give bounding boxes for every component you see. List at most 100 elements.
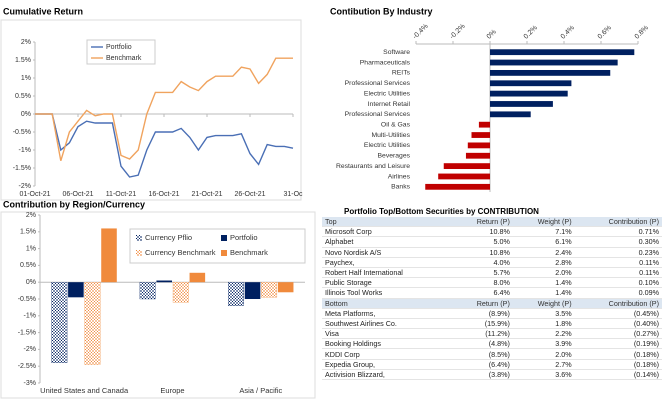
table-cell: 0.71% xyxy=(574,226,662,238)
x-tick-label: United States and Canada xyxy=(40,386,129,395)
x-tick-label: -0.4% xyxy=(412,23,430,41)
table-cell: (0.45%) xyxy=(574,308,662,319)
line-series xyxy=(35,57,293,162)
table-cell: 6.1% xyxy=(512,236,575,248)
bar xyxy=(156,280,172,283)
bar xyxy=(228,282,244,306)
table-row: Visa (11.2%) 2.2% (0.27%) xyxy=(322,328,662,340)
table-cell: Alphabet xyxy=(322,236,453,248)
y-tick-label: -1.5% xyxy=(18,329,36,336)
y-tick-label: 0.5% xyxy=(15,93,31,100)
legend-label: Currency Benchmark xyxy=(145,248,216,257)
table-cell: (0.19%) xyxy=(574,338,662,350)
x-tick-label: 06-Oct-21 xyxy=(62,191,93,198)
table-cell: 2.0% xyxy=(512,348,575,360)
category-label: Professional Services xyxy=(345,80,411,87)
table-cell: (0.27%) xyxy=(574,328,662,340)
bar xyxy=(84,282,101,365)
table-cell: (6.4%) xyxy=(452,359,513,370)
table-cell: 7.1% xyxy=(512,226,575,238)
bar xyxy=(478,121,490,128)
table-cell: Public Storage xyxy=(322,277,453,289)
table-cell: 10.8% xyxy=(452,226,513,238)
y-tick-label: 0% xyxy=(26,279,36,286)
category-label: Restaurants and Leisure xyxy=(336,163,410,170)
table-cell: 1.4% xyxy=(512,277,575,289)
table-cell: Activision Blizzard, xyxy=(322,369,453,381)
table-cell: (8.9%) xyxy=(452,308,513,319)
table-cell: (0.18%) xyxy=(574,348,662,360)
table-row: Booking Holdings (4.8%) 3.9% (0.19%) xyxy=(322,338,662,350)
x-tick-label: 0% xyxy=(486,29,498,41)
bar xyxy=(490,69,611,76)
legend-swatch xyxy=(136,250,142,256)
category-label: Multi-Utilities xyxy=(371,132,410,139)
category-label: REITs xyxy=(392,70,411,77)
table-cell: Weight (P) xyxy=(512,298,575,309)
table-cell: 8.0% xyxy=(452,277,513,289)
y-tick-label: 0.5% xyxy=(20,262,36,269)
table-row: Alphabet 5.0% 6.1% 0.30% xyxy=(322,236,662,248)
chart-title: Contibution By Industry xyxy=(330,6,433,16)
table-cell: (15.9%) xyxy=(452,318,513,330)
category-label: Internet Retail xyxy=(368,101,411,108)
table-cell: Contribution (P) xyxy=(574,298,662,309)
table-row: Paychex, 4.0% 2.8% 0.11% xyxy=(322,257,662,268)
chart-title: Contribution by Region/Currency xyxy=(3,199,145,209)
table-cell: KDDI Corp xyxy=(322,348,453,360)
table-row: Robert Half International 5.7% 2.0% 0.11% xyxy=(322,267,662,279)
panel-frame xyxy=(0,19,302,201)
y-tick-label: 1% xyxy=(21,75,31,82)
y-tick-label: -0.5% xyxy=(18,296,36,303)
table-row: Public Storage 8.0% 1.4% 0.10% xyxy=(322,277,662,289)
chart-title: Cumulative Return xyxy=(3,6,83,16)
x-tick-label: 21-Oct-21 xyxy=(191,191,222,198)
legend-label: Benchmark xyxy=(230,248,268,257)
table-row: Novo Nordisk A/S 10.8% 2.4% 0.23% xyxy=(322,247,662,258)
y-tick-label: 1% xyxy=(26,245,36,252)
bar xyxy=(139,282,156,300)
category-label: Pharmaceuticals xyxy=(360,59,411,66)
bar xyxy=(425,183,490,190)
table-cell: Bottom xyxy=(322,298,453,309)
table-cell: 5.7% xyxy=(452,267,513,279)
table-cell: 5.0% xyxy=(452,236,513,248)
table-cell: 2.8% xyxy=(512,257,575,268)
bar xyxy=(465,152,490,159)
table-title: Portfolio Top/Bottom Securities by CONTR… xyxy=(344,207,539,216)
table-cell: 1.8% xyxy=(512,318,575,330)
category-label: Electric Utilities xyxy=(364,90,411,97)
table-cell: Novo Nordisk A/S xyxy=(322,247,453,258)
x-tick-label: -0.2% xyxy=(449,23,467,41)
y-tick-label: -2% xyxy=(24,346,36,353)
table-row: KDDI Corp (8.5%) 2.0% (0.18%) xyxy=(322,348,662,360)
y-tick-label: 2% xyxy=(26,212,36,219)
table-cell: 2.0% xyxy=(512,267,575,279)
bar xyxy=(471,132,490,138)
table-header-row: Top Return (P) Weight (P) Contribution (P) xyxy=(322,217,662,228)
legend-label: Portfolio xyxy=(230,233,258,242)
legend-label: Currency Pflio xyxy=(145,233,192,242)
line-series xyxy=(35,113,294,178)
bar xyxy=(277,282,294,293)
bar xyxy=(172,282,189,303)
x-tick-label: 0.2% xyxy=(523,24,539,40)
table-cell: Illinois Tool Works xyxy=(322,287,453,299)
bar xyxy=(490,90,568,97)
x-tick-label: 26-Oct-21 xyxy=(234,191,265,198)
table-row: Activision Blizzard, (3.8%) 3.6% (0.14%) xyxy=(322,369,662,381)
table-cell: 2.4% xyxy=(512,247,575,258)
y-tick-label: -2.5% xyxy=(18,363,36,370)
category-label: Airlines xyxy=(388,173,411,180)
x-tick-label: 0.6% xyxy=(597,24,613,40)
table-cell: Paychex, xyxy=(322,257,453,268)
bar xyxy=(261,282,278,298)
bar xyxy=(490,49,635,56)
table-cell: 3.5% xyxy=(512,308,575,319)
table-cell: 0.11% xyxy=(574,257,662,268)
bar xyxy=(490,111,531,118)
bar xyxy=(490,59,618,66)
table-cell: Expedia Group, xyxy=(322,359,453,370)
table-header-row: Bottom Return (P) Weight (P) Contribution (… xyxy=(322,298,662,309)
